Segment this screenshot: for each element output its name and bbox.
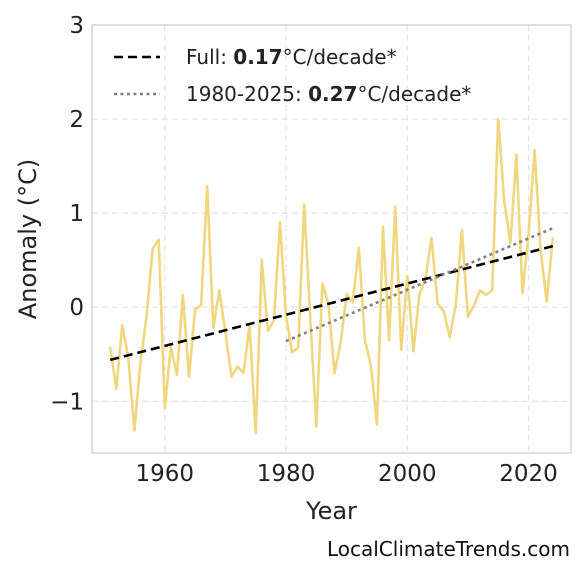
y-tick-label: −1 (50, 389, 84, 415)
legend-text-part: °C/decade* (357, 82, 471, 106)
x-tick-label: 2020 (499, 461, 558, 487)
legend-text-part: Full: (186, 45, 233, 69)
chart: 1960 1980 2000 2020 −1 0 1 2 3 Year Anomaly (°C)… (14, 13, 572, 525)
y-tick-label: 3 (69, 13, 84, 39)
plot-frame (91, 24, 572, 454)
anomaly-series-line (108, 117, 555, 435)
legend-trend-value: 0.17 (233, 45, 282, 69)
legend-text-part: °C/decade* (283, 45, 397, 69)
legend-trend-value: 0.27 (308, 82, 357, 106)
watermark: LocalClimateTrends.com (326, 537, 570, 561)
x-tick-label: 2000 (378, 461, 437, 487)
y-tick-label: 2 (69, 107, 84, 133)
legend-text-part: 1980-2025: (186, 82, 308, 106)
legend-entry: Full: 0.17°C/decade* (186, 45, 397, 69)
legend-entry: 1980-2025: 0.27°C/decade* (186, 82, 471, 106)
series-layer (108, 117, 555, 435)
legend: Full: 0.17°C/decade*1980-2025: 0.27°C/de… (114, 45, 471, 106)
y-tick-label: 0 (69, 295, 84, 321)
x-tick-label: 1960 (135, 461, 194, 487)
y-tick-label: 1 (69, 201, 84, 227)
y-axis-label: Anomaly (°C) (14, 159, 42, 319)
recent-trend-line (285, 227, 554, 343)
x-axis-label: Year (305, 497, 357, 525)
x-tick-label: 1980 (257, 461, 316, 487)
full-trend-line (109, 244, 554, 362)
ticks: 1960 1980 2000 2020 −1 0 1 2 3 (50, 13, 558, 487)
